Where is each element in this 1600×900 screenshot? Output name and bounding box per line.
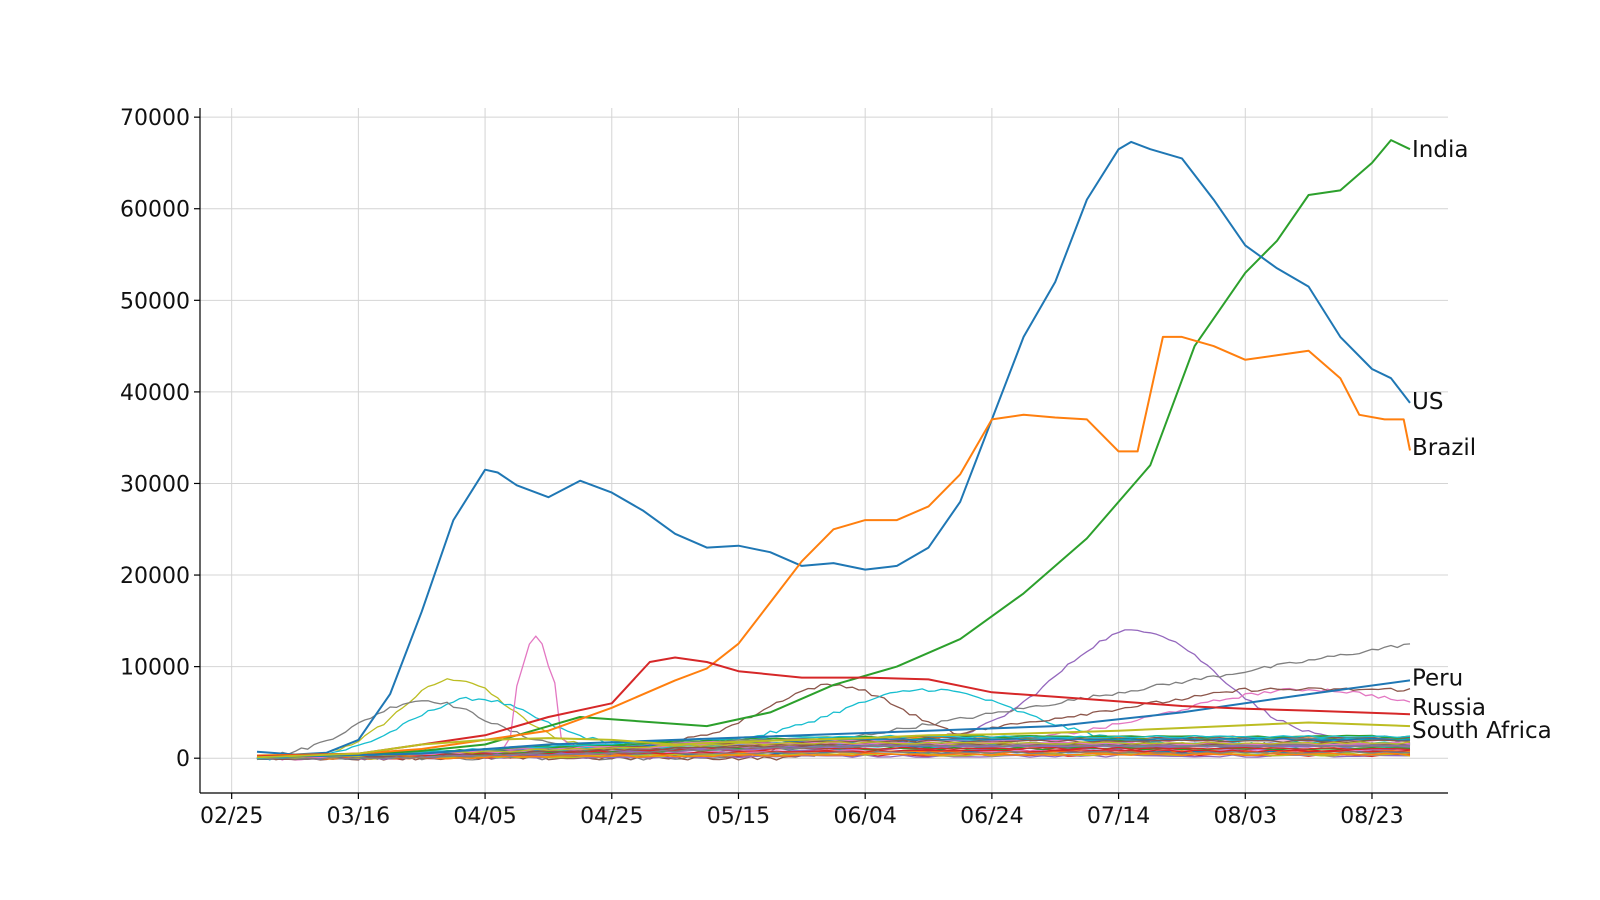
y-tick-label: 0 — [176, 747, 190, 772]
y-tick-label: 70000 — [120, 106, 190, 131]
series-line-peru — [256, 679, 1411, 759]
x-tick-label: 06/04 — [833, 804, 896, 829]
axes — [194, 108, 1448, 799]
series-lines — [256, 139, 1411, 759]
series-line-russia — [256, 656, 1411, 758]
series-line-us — [256, 140, 1411, 756]
x-tick-label: 05/15 — [707, 804, 770, 829]
series-label-brazil: Brazil — [1412, 435, 1476, 461]
x-tick-label: 04/25 — [580, 804, 643, 829]
x-tick-label: 03/16 — [327, 804, 390, 829]
x-tick-label: 07/14 — [1087, 804, 1150, 829]
x-tick-label: 08/03 — [1214, 804, 1277, 829]
y-tick-label: 40000 — [120, 381, 190, 406]
y-tick-label: 30000 — [120, 472, 190, 497]
series-label-us: US — [1412, 389, 1443, 415]
series-line-south-africa — [256, 721, 1411, 759]
series-label-russia: Russia — [1412, 695, 1486, 721]
x-tick-label: 02/25 — [200, 804, 263, 829]
x-tick-label: 04/05 — [453, 804, 516, 829]
background-country-line — [256, 750, 1411, 760]
background-country-line — [256, 743, 1411, 760]
background-country-line — [256, 752, 1411, 760]
y-tick-label: 60000 — [120, 198, 190, 223]
tick-labels: 02/25 03/16 04/05 04/25 05/15 06/04 06/24 07/14… — [120, 106, 1404, 829]
y-tick-label: 50000 — [120, 289, 190, 314]
series-line-brazil — [256, 335, 1411, 757]
series-label-peru: Peru — [1412, 666, 1463, 692]
x-tick-label: 08/23 — [1340, 804, 1403, 829]
y-tick-label: 20000 — [120, 564, 190, 589]
series-label-south-africa: South Africa — [1412, 718, 1552, 744]
y-tick-label: 10000 — [120, 656, 190, 681]
series-label-india: India — [1412, 137, 1468, 163]
x-tick-label: 06/24 — [960, 804, 1023, 829]
series-line-india — [256, 139, 1411, 757]
